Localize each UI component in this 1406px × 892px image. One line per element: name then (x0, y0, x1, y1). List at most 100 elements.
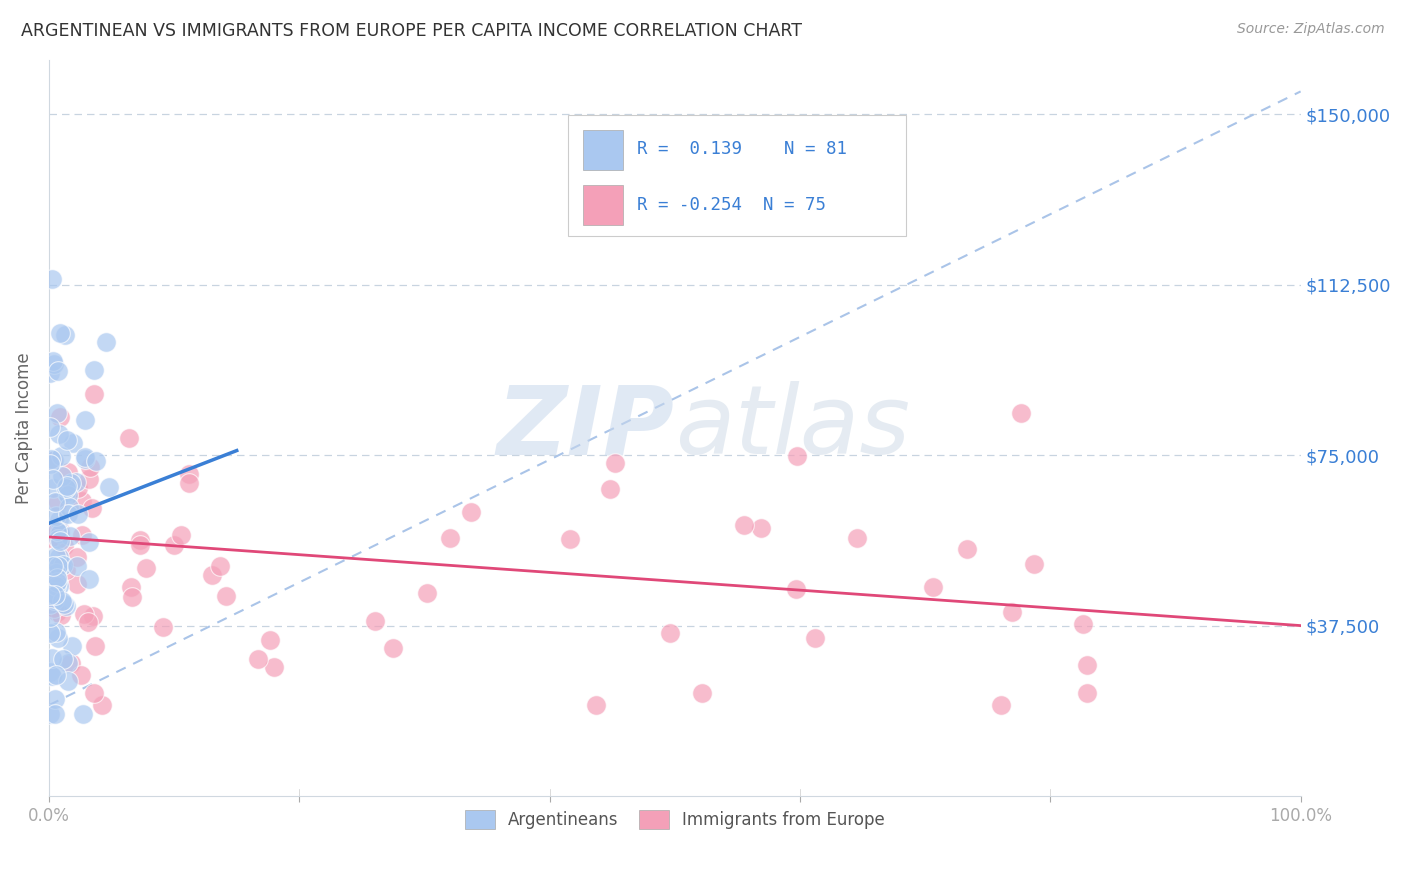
Point (84, 639, 107, 653)
Point (39, 419, 62, 434)
Point (77, 472, 100, 486)
Point (39, 457, 62, 471)
Point (39, 665, 62, 679)
Point (53, 539, 76, 553)
Point (77, 615, 100, 629)
Point (62, 435, 84, 450)
Point (263, 659, 285, 673)
Point (692, 686, 714, 700)
Point (51, 594, 73, 608)
Point (48, 409, 70, 424)
Point (60, 640, 83, 654)
Point (990, 698, 1012, 713)
Point (52, 558, 75, 572)
Y-axis label: Per Capita Income: Per Capita Income (15, 352, 32, 504)
Point (259, 633, 281, 648)
Point (51, 651, 73, 665)
Point (48, 560, 70, 574)
Point (46, 631, 69, 645)
Point (785, 582, 807, 596)
Point (45, 566, 67, 580)
Point (177, 467, 200, 482)
Point (1071, 617, 1094, 632)
Legend: Argentineans, Immigrants from Europe: Argentineans, Immigrants from Europe (458, 803, 891, 836)
Point (44, 588, 66, 602)
Point (364, 614, 387, 628)
Point (66, 577, 89, 591)
Point (733, 518, 755, 533)
Point (84, 454, 107, 468)
Point (41, 651, 63, 665)
Point (53, 597, 76, 611)
Point (51, 607, 73, 622)
Point (42, 453, 65, 467)
Point (170, 527, 193, 541)
Point (65, 475, 87, 490)
Point (39, 531, 62, 545)
FancyBboxPatch shape (583, 185, 623, 226)
Point (66, 508, 89, 522)
Point (46, 524, 69, 538)
Point (55, 599, 77, 614)
Point (80, 500, 103, 515)
Point (120, 580, 142, 594)
Point (201, 568, 224, 582)
FancyBboxPatch shape (568, 115, 907, 236)
Point (382, 640, 405, 655)
Point (56, 507, 79, 521)
Point (749, 521, 772, 535)
Point (659, 626, 682, 640)
Point (163, 538, 186, 552)
Point (786, 449, 808, 463)
Point (44, 509, 66, 524)
Point (46, 560, 69, 574)
Point (42, 559, 65, 574)
Point (56, 487, 79, 501)
Point (41, 454, 63, 468)
Point (603, 456, 626, 470)
Point (56, 673, 79, 688)
Point (41, 271, 63, 285)
Point (72, 527, 94, 541)
Point (77, 572, 100, 586)
Point (846, 531, 869, 545)
Point (44, 707, 66, 722)
Point (49, 533, 72, 548)
Point (1010, 406, 1032, 420)
Point (39, 625, 62, 640)
Point (48, 532, 70, 546)
Point (1001, 605, 1024, 619)
Point (152, 620, 174, 634)
Point (39, 452, 62, 467)
Point (46, 364, 69, 378)
Point (1076, 658, 1098, 673)
Point (56, 479, 79, 493)
Point (439, 531, 461, 545)
Point (66, 481, 89, 495)
Point (73, 450, 96, 464)
Point (39, 597, 62, 611)
Point (247, 652, 270, 666)
Point (48, 426, 70, 441)
Point (48, 513, 70, 527)
Point (48, 549, 70, 564)
Point (45, 668, 67, 682)
Point (1022, 557, 1045, 571)
Point (585, 698, 607, 713)
Point (83, 686, 105, 700)
Point (55, 484, 77, 499)
Point (460, 505, 482, 519)
Point (79, 459, 101, 474)
Point (135, 561, 157, 575)
Point (58, 500, 80, 515)
Point (39, 610, 62, 624)
Point (49, 523, 72, 537)
Point (49, 326, 72, 341)
Point (46, 558, 69, 573)
Point (42, 354, 65, 368)
Point (49, 526, 72, 541)
Point (44, 691, 66, 706)
Point (44, 601, 66, 615)
Point (129, 533, 152, 548)
Point (599, 482, 621, 496)
